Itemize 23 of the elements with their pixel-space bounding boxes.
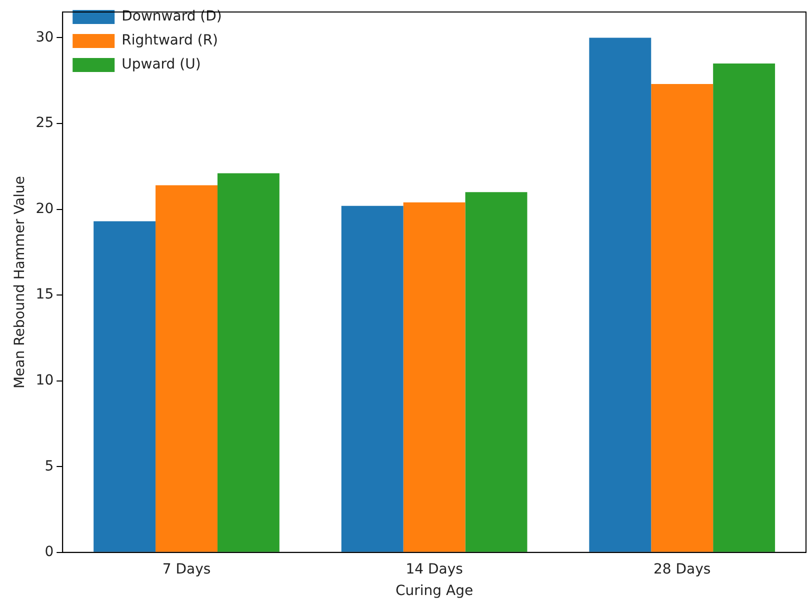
y-tick-label: 15 bbox=[36, 286, 54, 303]
legend-label: Rightward (R) bbox=[122, 32, 218, 49]
bar bbox=[589, 38, 652, 552]
y-tick-label: 25 bbox=[36, 115, 54, 132]
bar bbox=[156, 185, 218, 552]
bar bbox=[713, 63, 776, 552]
x-tick-label: 28 Days bbox=[654, 561, 711, 578]
y-tick-label: 5 bbox=[44, 458, 54, 474]
y-tick-label: 30 bbox=[36, 29, 54, 46]
bar bbox=[94, 221, 156, 552]
y-tick-label: 10 bbox=[36, 372, 54, 388]
bar bbox=[651, 84, 714, 552]
y-tick-label: 0 bbox=[44, 544, 54, 560]
y-axis-title: Mean Rebound Hammer Value bbox=[12, 176, 28, 388]
bar bbox=[465, 192, 528, 552]
x-axis-title: Curing Age bbox=[396, 583, 474, 600]
bar bbox=[403, 202, 466, 552]
legend-label: Upward (U) bbox=[122, 56, 201, 73]
x-tick-label: 14 Days bbox=[406, 561, 463, 578]
x-tick-label: 7 Days bbox=[162, 561, 211, 578]
bar bbox=[217, 173, 280, 552]
y-tick-label: 20 bbox=[36, 200, 54, 217]
bar bbox=[341, 206, 404, 552]
